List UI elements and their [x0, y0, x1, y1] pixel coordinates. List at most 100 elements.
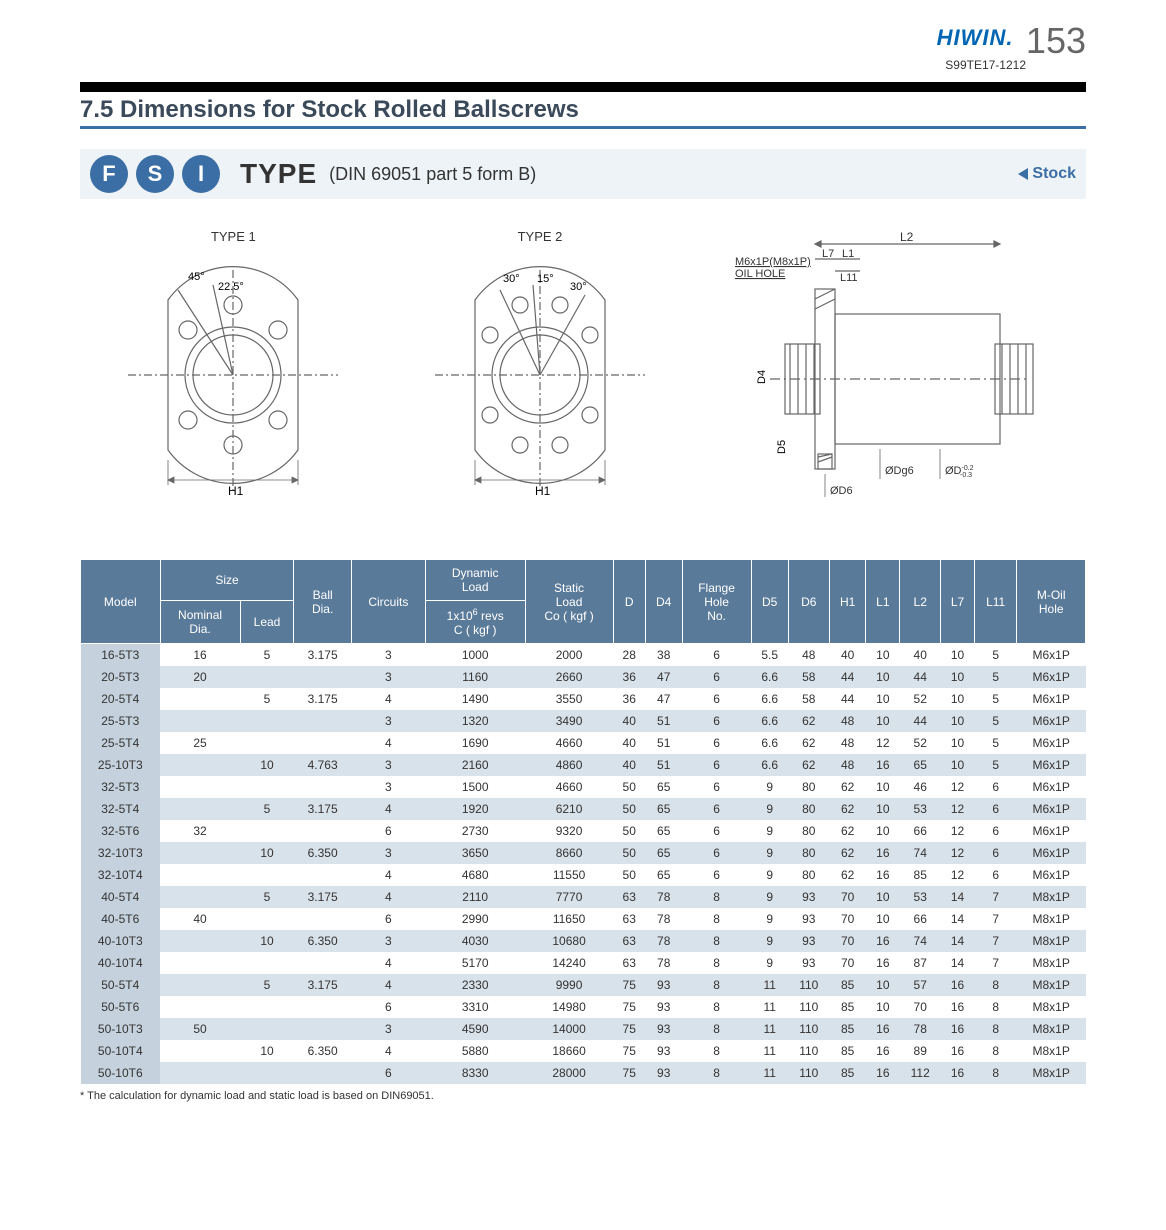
table-row: 40-5T640629901165063788993701066147M8x1P [81, 908, 1086, 930]
cell: 110 [788, 1040, 829, 1062]
table-row: 20-5T453.175414903550364766.658441052105… [81, 688, 1086, 710]
cell: 25-5T3 [81, 710, 161, 732]
doc-number: S99TE17-1212 [80, 58, 1026, 72]
cell: 93 [788, 952, 829, 974]
cell: 5 [240, 798, 294, 820]
cell: 2000 [525, 644, 613, 667]
cell: 9 [751, 864, 788, 886]
cell: 8 [682, 996, 751, 1018]
h1-label: H1 [228, 484, 244, 498]
cell: 5170 [425, 952, 525, 974]
cell: 6 [682, 644, 751, 667]
cell: 85 [829, 974, 866, 996]
cell: M8x1P [1017, 1018, 1086, 1040]
cell [160, 776, 240, 798]
cell: 75 [613, 1040, 645, 1062]
cell: 1690 [425, 732, 525, 754]
cell: M8x1P [1017, 996, 1086, 1018]
cell: 89 [900, 1040, 941, 1062]
cell: 16 [866, 842, 900, 864]
side-svg: L2 L7 L1 L11 M6x1P(M8x1P) OIL HOLE [730, 229, 1050, 519]
cell: 5 [974, 710, 1016, 732]
cell: 44 [900, 666, 941, 688]
cell: 6210 [525, 798, 613, 820]
cell: M8x1P [1017, 1040, 1086, 1062]
cell: 1000 [425, 644, 525, 667]
svg-text:ØD6: ØD6 [830, 485, 853, 497]
table-row: 32-10T4446801155050656980621685126M6x1P [81, 864, 1086, 886]
cell: 93 [645, 996, 682, 1018]
cell: 80 [788, 798, 829, 820]
cell: 6 [974, 798, 1016, 820]
cell: 4590 [425, 1018, 525, 1040]
cell: 3310 [425, 996, 525, 1018]
cell: 112 [900, 1062, 941, 1084]
table-row: 50-10T35034590140007593811110851678168M8… [81, 1018, 1086, 1040]
ang45: 45° [188, 271, 205, 283]
cell: 18660 [525, 1040, 613, 1062]
cell: 32-5T4 [81, 798, 161, 820]
cell: 6.6 [751, 666, 788, 688]
th-D: D [613, 560, 645, 644]
cell: 8 [682, 1018, 751, 1040]
cell: 16 [941, 1018, 975, 1040]
cell: M6x1P [1017, 820, 1086, 842]
cell: 10 [240, 842, 294, 864]
cell: 48 [829, 710, 866, 732]
cell: 16 [866, 754, 900, 776]
cell: 70 [829, 908, 866, 930]
svg-text:L1: L1 [842, 248, 854, 260]
cell: 5880 [425, 1040, 525, 1062]
page-number: 153 [1026, 20, 1086, 61]
section-title: 7.5 Dimensions for Stock Rolled Ballscre… [80, 96, 1086, 124]
cell [160, 710, 240, 732]
svg-text:L7: L7 [822, 248, 834, 260]
cell: 74 [900, 842, 941, 864]
cell: 7 [974, 908, 1016, 930]
cell: 10 [866, 798, 900, 820]
cell: 110 [788, 974, 829, 996]
cell: 93 [788, 886, 829, 908]
type-row: F S I TYPE (DIN 69051 part 5 form B) Sto… [80, 149, 1086, 199]
cell: 6.350 [294, 842, 351, 864]
cell: 16 [941, 1062, 975, 1084]
cell: 6 [682, 710, 751, 732]
th-L11: L11 [974, 560, 1016, 644]
cell: 8 [974, 1040, 1016, 1062]
cell: 36 [613, 666, 645, 688]
cell: 10 [240, 930, 294, 952]
cell: 75 [613, 996, 645, 1018]
cell: 11 [751, 1040, 788, 1062]
cell: 6.6 [751, 710, 788, 732]
cell: M6x1P [1017, 688, 1086, 710]
th-moil: M-OilHole [1017, 560, 1086, 644]
table-row: 40-10T4451701424063788993701687147M8x1P [81, 952, 1086, 974]
cell: 4 [351, 798, 425, 820]
cell: 4.763 [294, 754, 351, 776]
cell: 1320 [425, 710, 525, 732]
cell [294, 952, 351, 974]
cell: M8x1P [1017, 952, 1086, 974]
cell: 10 [240, 754, 294, 776]
ang225: 22.5° [218, 281, 244, 293]
cell [294, 996, 351, 1018]
cell: 3 [351, 776, 425, 798]
cell: 6 [682, 820, 751, 842]
cell: 8 [682, 952, 751, 974]
cell: 9 [751, 930, 788, 952]
cell [294, 864, 351, 886]
cell: 51 [645, 754, 682, 776]
table-row: 40-10T3106.35034030106806378899370167414… [81, 930, 1086, 952]
cell: 16 [866, 1062, 900, 1084]
cell [160, 996, 240, 1018]
cell: 6 [351, 908, 425, 930]
cell [160, 864, 240, 886]
cell: 9 [751, 908, 788, 930]
cell: 6 [682, 798, 751, 820]
cell: 40 [160, 908, 240, 930]
table-row: 50-5T453.1754233099907593811110851057168… [81, 974, 1086, 996]
table-row: 50-10T4106.35045880186607593811110851689… [81, 1040, 1086, 1062]
cell: 10 [941, 710, 975, 732]
cell: 12 [866, 732, 900, 754]
cell: 14000 [525, 1018, 613, 1040]
